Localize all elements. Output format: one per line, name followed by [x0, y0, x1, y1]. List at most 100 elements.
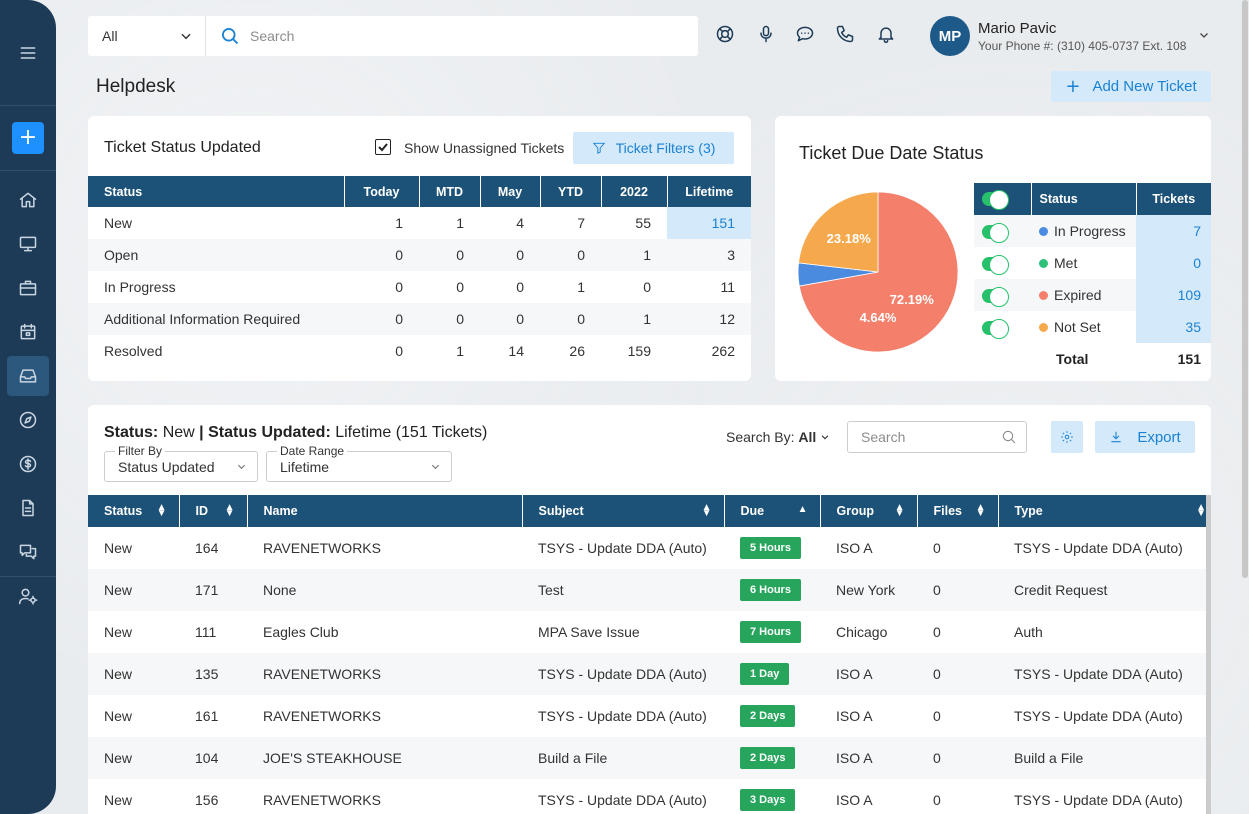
sidebar-item-monitor[interactable]: [10, 226, 46, 262]
filter-by-select[interactable]: Filter By Status Updated: [104, 444, 258, 482]
ticket-filters-button[interactable]: Ticket Filters (3): [573, 132, 734, 164]
ticket-count[interactable]: 35: [1136, 311, 1211, 343]
cell[interactable]: 26: [569, 343, 585, 359]
ticket-id[interactable]: 161: [195, 708, 219, 724]
due-date-pie-chart[interactable]: 72.19% 4.64% 23.18%: [797, 191, 959, 353]
ticket-name[interactable]: RAVENETWORKS: [263, 792, 381, 808]
column-header-due[interactable]: Due ▲: [724, 495, 821, 527]
sidebar-item-calendar[interactable]: [10, 314, 46, 350]
cell[interactable]: 0: [395, 279, 403, 295]
ticket-name[interactable]: JOE'S STEAKHOUSE: [247, 737, 522, 779]
cell[interactable]: 4: [516, 215, 524, 231]
cell[interactable]: 0: [395, 343, 403, 359]
column-header-name[interactable]: Name: [247, 495, 523, 527]
cell[interactable]: 12: [667, 303, 751, 335]
column-header-subject[interactable]: Subject ▲ ▼: [522, 495, 725, 527]
cell[interactable]: 0: [540, 303, 601, 335]
cell-selected[interactable]: 151: [667, 207, 751, 239]
sidebar-item-helpdesk[interactable]: [7, 356, 49, 396]
ticket-count[interactable]: 109: [1136, 279, 1211, 311]
table-row[interactable]: New 164 RAVENETWORKS TSYS - Update DDA (Aut…: [88, 527, 1206, 569]
cell[interactable]: 0: [344, 303, 419, 335]
sidebar-item-billing[interactable]: [10, 446, 46, 482]
search-input[interactable]: [250, 28, 650, 44]
column-header-status[interactable]: Status ▲ ▼: [88, 495, 180, 527]
ticket-name[interactable]: None: [247, 569, 522, 611]
ticket-count[interactable]: 0: [1136, 247, 1211, 279]
sidebar-item-messages[interactable]: [10, 534, 46, 570]
series-toggle[interactable]: [982, 255, 1009, 276]
ticket-id[interactable]: 156: [195, 792, 219, 808]
phone-icon[interactable]: [835, 24, 857, 46]
cell[interactable]: 0: [456, 279, 464, 295]
table-row[interactable]: New 171 None Test 6 Hours New York 0 Credit Req…: [88, 569, 1206, 611]
ticket-count[interactable]: 7: [1136, 215, 1211, 247]
search-by-dropdown[interactable]: Search By: All: [726, 429, 830, 445]
column-header-id[interactable]: ID ▲ ▼: [179, 495, 248, 527]
add-new-ticket-button[interactable]: + Add New Ticket: [1051, 71, 1211, 102]
cell[interactable]: 14: [508, 343, 524, 359]
toggle-all-header[interactable]: [974, 183, 1032, 215]
table-scrollbar[interactable]: [1206, 495, 1211, 814]
quick-add-button[interactable]: +: [12, 122, 44, 154]
support-icon[interactable]: [715, 24, 737, 46]
table-row[interactable]: Resolved 0 1 14 26 159 262: [88, 335, 751, 367]
chat-bubble-icon[interactable]: [795, 24, 817, 46]
series-toggle[interactable]: [982, 223, 1009, 244]
cell[interactable]: 159: [627, 343, 651, 359]
cell[interactable]: 1: [601, 239, 667, 271]
cell[interactable]: 0: [480, 239, 540, 271]
table-row[interactable]: Not Set 35: [974, 311, 1211, 343]
export-button[interactable]: Export: [1095, 421, 1195, 453]
table-row[interactable]: New 161 RAVENETWORKS TSYS - Update DDA (Aut…: [88, 695, 1206, 737]
table-row[interactable]: New 156 RAVENETWORKS TSYS - Update DDA (Aut…: [88, 779, 1206, 814]
cell[interactable]: 0: [344, 239, 419, 271]
bell-icon[interactable]: [876, 24, 898, 46]
ticket-search-input[interactable]: [848, 422, 988, 452]
table-row[interactable]: Expired 109: [974, 279, 1211, 311]
pie-slice-expired[interactable]: [798, 191, 959, 353]
cell[interactable]: 1: [601, 303, 667, 335]
cell[interactable]: 1: [456, 215, 464, 231]
cell[interactable]: 0: [540, 239, 601, 271]
sidebar-item-documents[interactable]: [10, 490, 46, 526]
table-row[interactable]: Met 0: [974, 247, 1211, 279]
cell[interactable]: 0: [480, 303, 540, 335]
toggle-all-switch[interactable]: [982, 190, 1009, 211]
series-toggle[interactable]: [982, 319, 1009, 340]
cell[interactable]: 0: [643, 279, 651, 295]
cell[interactable]: 3: [667, 239, 751, 271]
column-header-type[interactable]: Type ▲ ▼: [998, 495, 1206, 527]
date-range-select[interactable]: Date Range Lifetime: [266, 444, 452, 482]
cell[interactable]: 262: [711, 343, 735, 359]
ticket-name[interactable]: RAVENETWORKS: [263, 540, 381, 556]
sidebar-item-compass[interactable]: [10, 402, 46, 438]
page-scrollbar[interactable]: [1242, 0, 1248, 578]
table-row[interactable]: New 111 Eagles Club MPA Save Issue 7 Hours Ch…: [88, 611, 1206, 653]
table-row[interactable]: Additional Information Required 0 0 0 0 …: [88, 303, 751, 335]
ticket-name[interactable]: RAVENETWORKS: [247, 653, 522, 695]
sidebar-item-briefcase[interactable]: [10, 270, 46, 306]
cell[interactable]: 1: [395, 215, 403, 231]
ticket-name[interactable]: Eagles Club: [263, 624, 339, 640]
ticket-id[interactable]: 135: [179, 653, 247, 695]
ticket-id[interactable]: 164: [195, 540, 219, 556]
show-unassigned-label[interactable]: Show Unassigned Tickets: [404, 140, 565, 156]
ticket-id[interactable]: 111: [195, 624, 217, 640]
cell[interactable]: 55: [635, 215, 651, 231]
table-row[interactable]: Open 0 0 0 0 1 3: [88, 239, 751, 271]
ticket-id[interactable]: 104: [179, 737, 247, 779]
table-row[interactable]: In Progress 0 0 0 1 0 11: [88, 271, 751, 303]
search-scope-select[interactable]: All: [88, 16, 206, 56]
column-settings-button[interactable]: [1051, 421, 1083, 453]
cell[interactable]: 0: [516, 279, 524, 295]
cell[interactable]: 0: [419, 239, 480, 271]
table-row[interactable]: New 1 1 4 7 55 151: [88, 207, 751, 239]
microphone-icon[interactable]: [756, 24, 778, 46]
table-row[interactable]: New 104 JOE'S STEAKHOUSE Build a File 2 Days…: [88, 737, 1206, 779]
sidebar-item-home[interactable]: [10, 182, 46, 218]
cell[interactable]: 1: [577, 279, 585, 295]
cell[interactable]: 7: [577, 215, 585, 231]
series-toggle[interactable]: [982, 287, 1009, 308]
column-header-group[interactable]: Group ▲ ▼: [820, 495, 918, 527]
